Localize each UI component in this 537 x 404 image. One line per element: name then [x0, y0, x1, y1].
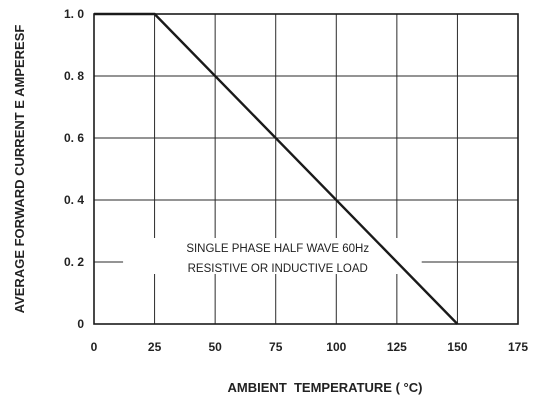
y-tick-label: 0. 2	[64, 255, 84, 269]
y-axis-title: AVERAGE FORWARD CURRENT E AMPERESF	[12, 25, 27, 314]
x-tick-label: 150	[447, 340, 467, 354]
y-tick-labels: 0 0. 2 0. 4 0. 6 0. 8 1. 0	[64, 7, 84, 331]
series-line	[94, 12, 459, 325]
grid	[94, 14, 518, 324]
x-tick-label: 25	[148, 340, 162, 354]
x-tick-label: 125	[387, 340, 407, 354]
x-tick-label: 75	[269, 340, 283, 354]
annotation-line: RESISTIVE OR INDUCTIVE LOAD	[188, 263, 368, 275]
y-tick-label: 0	[77, 317, 84, 331]
x-axis-title: AMBIENT TEMPERATURE ( °C)	[228, 380, 423, 395]
y-tick-label: 0. 8	[64, 69, 84, 83]
y-tick-label: 1. 0	[64, 7, 84, 21]
y-tick-label: 0. 4	[64, 193, 84, 207]
x-tick-label: 100	[326, 340, 346, 354]
annotation-line: SINGLE PHASE HALF WAVE 60Hz	[186, 243, 369, 255]
x-tick-labels: 0 25 50 75 100 125 150 175	[91, 340, 529, 354]
annotation-background	[123, 238, 422, 274]
series-layer	[94, 12, 459, 325]
plot-border	[93, 13, 519, 325]
x-tick-label: 50	[208, 340, 222, 354]
annotation-box: SINGLE PHASE HALF WAVE 60Hz RESISTIVE OR …	[123, 238, 422, 275]
y-tick-label: 0. 6	[64, 131, 84, 145]
x-tick-label: 0	[91, 340, 98, 354]
x-tick-label: 175	[508, 340, 528, 354]
